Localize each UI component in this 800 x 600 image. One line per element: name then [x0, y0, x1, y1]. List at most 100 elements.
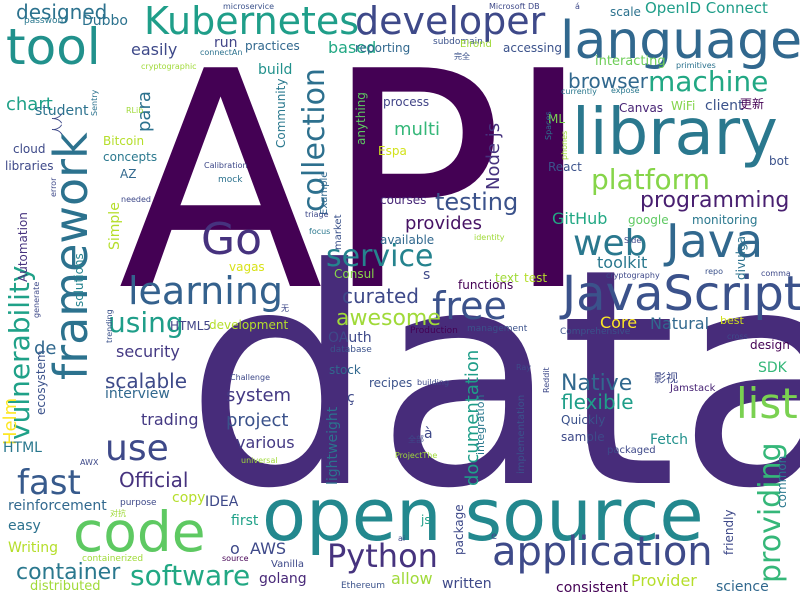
- cloud-word: Microsoft DB: [489, 2, 540, 11]
- cloud-word: generate: [32, 281, 41, 318]
- cloud-word: Reddit: [542, 367, 551, 393]
- cloud-word: Bitcoin: [103, 134, 145, 148]
- cloud-word: Spaces: [544, 111, 553, 140]
- cloud-word: functions: [458, 278, 514, 292]
- cloud-word: Example: [319, 171, 330, 215]
- cloud-word: AWS: [250, 539, 287, 558]
- cloud-word: à: [424, 426, 433, 442]
- cloud-word: currently: [561, 87, 597, 96]
- cloud-word: scalable: [105, 369, 188, 393]
- cloud-word: á: [575, 2, 580, 11]
- cloud-word: design: [750, 338, 790, 352]
- cloud-word: lightweight: [325, 406, 341, 485]
- cloud-word: needed: [121, 195, 151, 204]
- cloud-word: Automation: [16, 212, 30, 282]
- cloud-word: Fetch: [650, 432, 688, 448]
- cloud-word: run: [214, 35, 238, 51]
- cloud-word: Python: [327, 537, 438, 575]
- cloud-word: Side: [624, 236, 642, 245]
- cloud-word: js: [421, 513, 431, 527]
- cloud-word: using: [108, 306, 184, 339]
- cloud-word: cryptography: [606, 271, 660, 280]
- cloud-word: connectAn: [200, 48, 243, 57]
- cloud-word: interview: [105, 386, 170, 402]
- cloud-word: market: [333, 214, 344, 251]
- cloud-word: monitoring: [692, 213, 758, 227]
- cloud-word: learning: [128, 269, 284, 313]
- cloud-word: flexible: [561, 390, 634, 414]
- cloud-word: client: [705, 98, 744, 114]
- cloud-word: Sentry: [90, 89, 99, 116]
- cloud-word: universal: [241, 456, 278, 465]
- cloud-word: machine: [648, 65, 769, 98]
- cloud-word: service: [326, 239, 434, 274]
- cloud-word: Ray: [516, 363, 532, 372]
- cloud-word: Ethereum: [341, 581, 385, 591]
- cloud-word: 更新: [740, 97, 765, 111]
- cloud-word: phones: [560, 130, 569, 160]
- cloud-word: IDEA: [205, 494, 239, 510]
- cloud-word: golang: [259, 571, 307, 587]
- cloud-word: OAuth: [328, 330, 372, 346]
- cloud-word: Natural: [650, 314, 710, 333]
- cloud-word: triage: [305, 210, 329, 219]
- cloud-word: allow: [391, 569, 433, 588]
- cloud-word: RLib: [126, 106, 144, 115]
- cloud-word: ç: [347, 390, 355, 406]
- cloud-word: React: [548, 160, 582, 174]
- cloud-word: microservice: [223, 2, 275, 11]
- cloud-word: integration: [474, 394, 487, 455]
- cloud-word: Comprehensive: [560, 327, 631, 337]
- cloud-word: Node js: [483, 122, 504, 190]
- cloud-word: list: [736, 379, 798, 428]
- cloud-word: Helm: [0, 397, 21, 445]
- cloud-word: distributed: [30, 579, 101, 594]
- cloud-word: cross: [727, 332, 748, 341]
- cloud-word: Kubernetes: [144, 0, 360, 43]
- cloud-word: subdomain: [433, 37, 483, 47]
- cloud-word: copy: [172, 490, 206, 506]
- cloud-word: sample: [561, 430, 605, 444]
- cloud-word: s: [423, 267, 431, 283]
- cloud-word: common: [775, 455, 789, 508]
- cloud-word: SDK: [758, 360, 787, 376]
- cloud-word: development: [209, 318, 289, 332]
- cloud-word: Provider: [631, 571, 697, 590]
- cloud-word: cryptographic: [141, 62, 197, 71]
- cloud-word: anything: [354, 92, 368, 145]
- cloud-word: Core: [600, 313, 638, 332]
- cloud-word: use: [105, 428, 169, 469]
- cloud-word: web: [573, 223, 648, 264]
- cloud-word: purpose: [120, 498, 157, 508]
- cloud-word: expose: [611, 86, 640, 95]
- cloud-word: ProjectThe: [395, 451, 438, 460]
- cloud-word: available: [380, 233, 435, 247]
- cloud-word: 全部: [408, 435, 424, 444]
- cloud-word: OpenID Connect: [645, 0, 768, 17]
- cloud-word: process: [383, 95, 430, 109]
- cloud-word: container: [16, 560, 121, 585]
- cloud-word: Challenge: [230, 373, 270, 382]
- cloud-word: Elrond: [460, 39, 492, 50]
- cloud-word: Espa: [378, 144, 407, 158]
- cloud-word: system: [226, 385, 292, 406]
- cloud-word: text: [495, 271, 519, 285]
- cloud-word: code: [73, 500, 206, 564]
- cloud-word: source: [222, 554, 249, 563]
- cloud-word: o: [230, 539, 240, 558]
- cloud-word: containerized: [82, 554, 144, 564]
- cloud-word: written: [442, 576, 492, 592]
- cloud-word: cloud: [13, 142, 46, 156]
- cloud-word: Java: [666, 214, 764, 268]
- cloud-word: GitHub: [552, 209, 608, 228]
- cloud-word: ai: [398, 534, 406, 543]
- cloud-word: build: [258, 62, 293, 78]
- cloud-word: password: [24, 16, 67, 26]
- cloud-word: developer: [355, 0, 546, 43]
- cloud-word: vagas: [229, 260, 265, 274]
- cloud-word: curated: [342, 284, 419, 308]
- cloud-word: awesome: [336, 306, 441, 331]
- cloud-word: practices: [245, 39, 300, 53]
- cloud-word: AWX: [80, 458, 99, 467]
